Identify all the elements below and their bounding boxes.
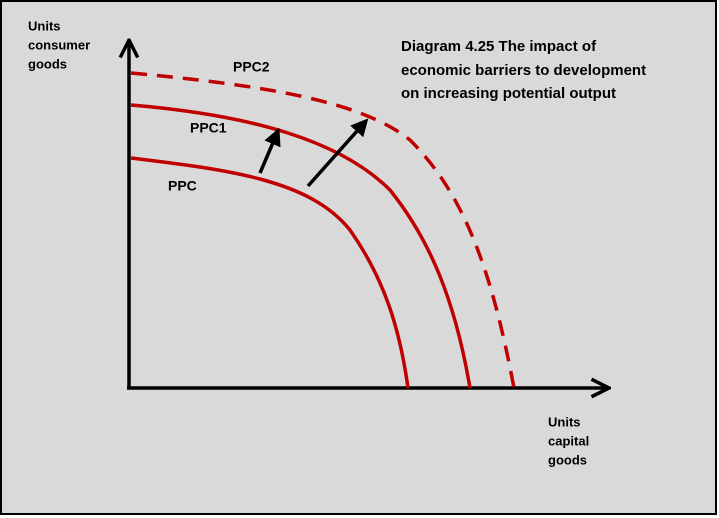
x-axis-label-line: capital: [548, 433, 589, 448]
shift-arrow: [306, 118, 369, 188]
ppc-curve: [130, 156, 410, 389]
curve-label: PPC: [168, 178, 197, 194]
shift-arrow: [258, 127, 281, 174]
title-line: Diagram 4.25 The impact of: [401, 38, 597, 55]
y-axis-label-line: goods: [28, 56, 67, 71]
ppc1-curve: [130, 103, 472, 389]
x-axis-label: Units capital goods: [548, 414, 589, 467]
y-axis-label: Units consumer goods: [28, 18, 90, 71]
y-axis-label-line: consumer: [28, 37, 90, 52]
title-line: economic barriers to development: [401, 62, 646, 79]
ppc2-curve: [130, 71, 516, 389]
x-axis-label-line: goods: [548, 452, 587, 467]
curve-label: PPC2: [233, 59, 270, 75]
x-axis-label-line: Units: [548, 414, 581, 429]
y-axis-label-line: Units: [28, 18, 61, 33]
title: Diagram 4.25 The impact of economic barr…: [401, 38, 646, 102]
title-line: on increasing potential output: [401, 85, 616, 102]
curve-label: PPC1: [190, 120, 227, 136]
